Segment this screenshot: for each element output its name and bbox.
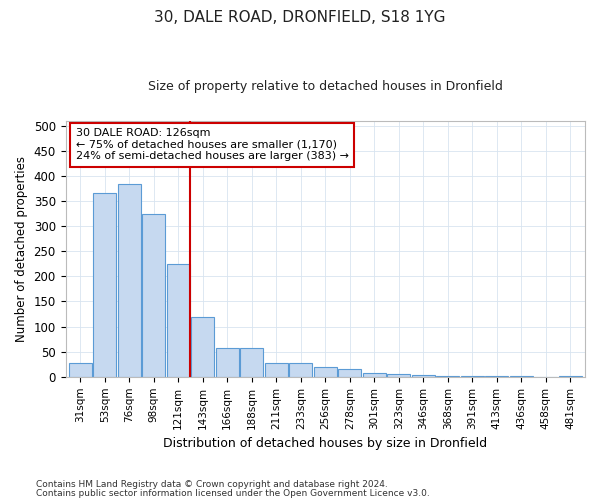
Bar (142, 214, 166, 377)
Bar (215, 348, 239, 377)
Bar (191, 316, 214, 377)
Bar (167, 264, 190, 377)
X-axis label: Distribution of detached houses by size in Dronfield: Distribution of detached houses by size … (163, 437, 487, 450)
Text: Contains public sector information licensed under the Open Government Licence v3: Contains public sector information licen… (36, 488, 430, 498)
Bar (118, 184, 141, 377)
Bar (436, 376, 460, 377)
Title: Size of property relative to detached houses in Dronfield: Size of property relative to detached ho… (148, 80, 503, 93)
Bar (387, 374, 410, 377)
Bar (362, 373, 386, 377)
Bar (559, 376, 582, 377)
Y-axis label: Number of detached properties: Number of detached properties (15, 156, 28, 342)
Bar (338, 370, 361, 377)
Bar (289, 364, 313, 377)
Text: 30 DALE ROAD: 126sqm
← 75% of detached houses are smaller (1,170)
24% of semi-de: 30 DALE ROAD: 126sqm ← 75% of detached h… (76, 128, 349, 162)
Text: 30, DALE ROAD, DRONFIELD, S18 1YG: 30, DALE ROAD, DRONFIELD, S18 1YG (154, 10, 446, 25)
Bar (314, 367, 337, 377)
Text: Contains HM Land Registry data © Crown copyright and database right 2024.: Contains HM Land Registry data © Crown c… (36, 480, 388, 489)
Bar (412, 376, 435, 377)
Bar (68, 364, 92, 377)
Bar (509, 376, 533, 377)
Bar (265, 364, 288, 377)
Bar (485, 376, 508, 377)
Bar (240, 348, 263, 377)
Bar (461, 376, 484, 377)
Bar (93, 194, 116, 377)
